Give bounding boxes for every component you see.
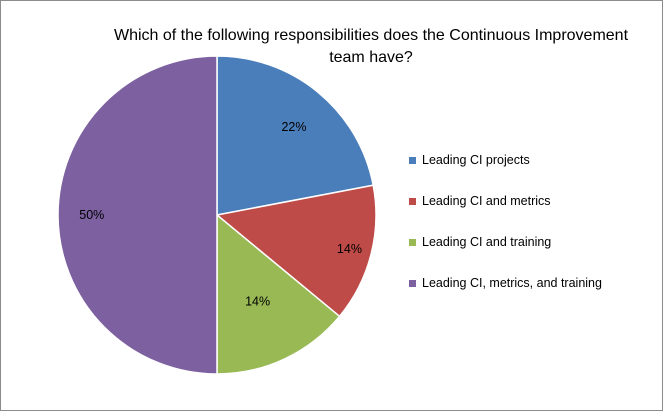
legend-item-leading-ci-metrics-and-training: Leading CI, metrics, and training [409,274,654,315]
legend-label: Leading CI and training [422,235,552,249]
pie-slice-leading-ci-and-training [216,213,341,375]
pie-slice-leading-ci-metrics-and-training [57,55,218,375]
legend-swatch-icon [409,157,416,164]
legend-swatch-icon [409,198,416,205]
legend-label: Leading CI and metrics [422,194,551,208]
legend: Leading CI projects Leading CI and metri… [409,151,654,315]
legend-label: Leading CI, metrics, and training [422,276,602,290]
pie-slice-leading-ci-projects [216,55,375,216]
legend-item-leading-ci-and-metrics: Leading CI and metrics [409,192,654,233]
legend-item-leading-ci-and-training: Leading CI and training [409,233,654,274]
legend-item-leading-ci-projects: Leading CI projects [409,151,654,192]
data-label: 50% [79,208,104,222]
data-label: 14% [245,294,270,308]
legend-swatch-icon [409,280,416,287]
legend-swatch-icon [409,239,416,246]
chart-title: Which of the following responsibilities … [113,27,629,66]
data-label: 14% [337,242,362,256]
pie-slice-leading-ci-and-metrics [215,184,377,318]
data-label: 22% [281,120,306,134]
legend-label: Leading CI projects [422,153,530,167]
